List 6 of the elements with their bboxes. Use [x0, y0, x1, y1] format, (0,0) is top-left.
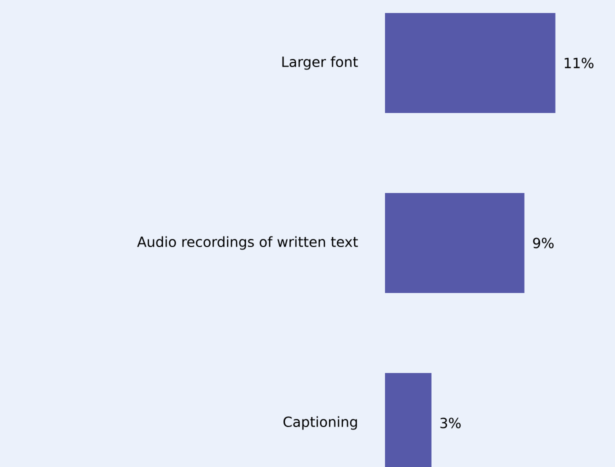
- data-label: 9%: [533, 238, 554, 248]
- y-tick-label: Captioning: [284, 416, 357, 430]
- y-tick-label: Audio recordings of written text: [137, 236, 358, 250]
- y-tick-label: Larger font: [282, 56, 358, 70]
- data-label: 11%: [564, 58, 594, 68]
- data-label: 3%: [440, 418, 461, 428]
